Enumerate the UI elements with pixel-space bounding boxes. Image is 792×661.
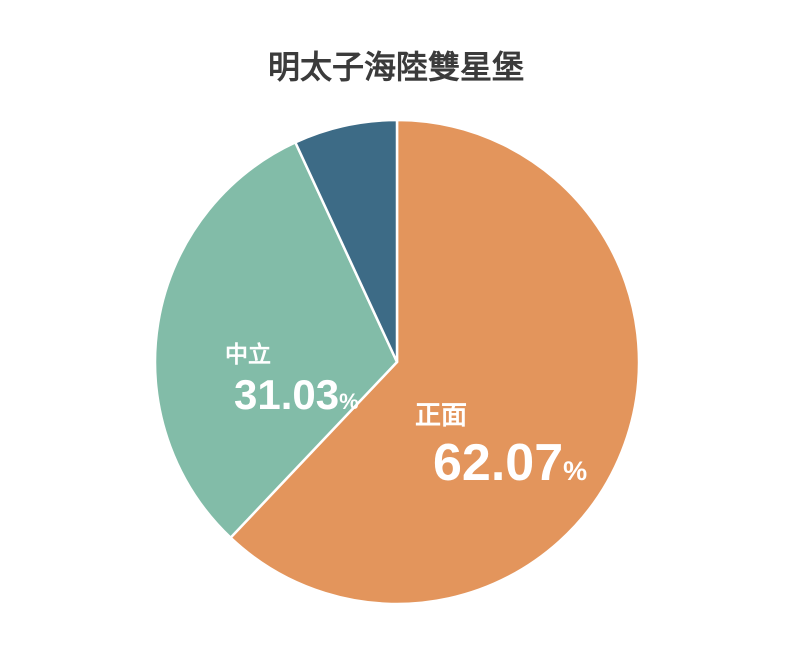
chart-title: 明太子海陸雙星堡 (267, 49, 524, 85)
pie-slice-中立 (153, 141, 399, 539)
pie-slice-正面 (229, 118, 641, 606)
pie-slice-unlabeled (294, 118, 399, 364)
